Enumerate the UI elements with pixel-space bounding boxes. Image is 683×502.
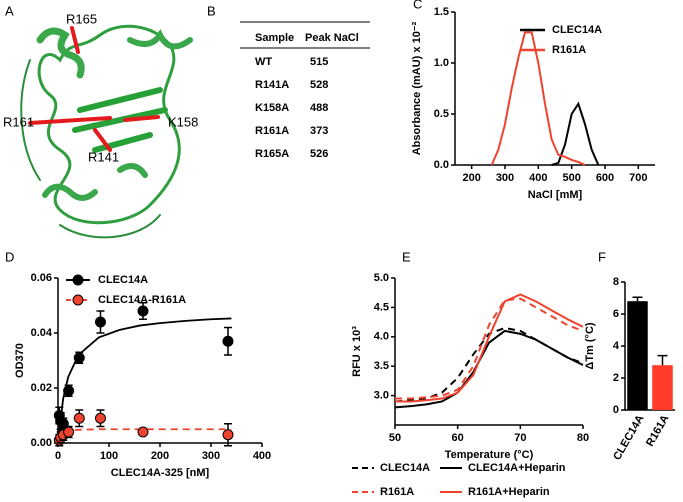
point <box>73 352 85 364</box>
point <box>222 429 234 441</box>
y-tick-label: 1.5 <box>434 6 449 18</box>
x-tick-label: 50 <box>389 432 401 444</box>
residue-label: R161 <box>3 114 34 129</box>
x-tick-label: 100 <box>100 450 118 462</box>
y-tick-label: 0.00 <box>31 437 52 449</box>
table-cell: WT <box>255 56 272 68</box>
panel-label: F <box>598 249 606 264</box>
residue-label: R165 <box>66 11 97 26</box>
bar <box>627 301 648 410</box>
x-tick-label: 400 <box>253 450 271 462</box>
y-tick-label: 2 <box>613 372 619 384</box>
x-tick-label: 0 <box>55 450 61 462</box>
residue-label: R141 <box>88 149 119 164</box>
y-tick-label: 1.0 <box>434 57 449 69</box>
x-tick-label: 400 <box>529 172 547 184</box>
legend-label: CLEC14A <box>98 274 148 286</box>
legend-label: CLEC14A-R161A <box>98 294 186 306</box>
y-tick-label: 0.0 <box>434 159 449 171</box>
line <box>551 101 600 166</box>
x-tick-label: 300 <box>496 172 514 184</box>
y-tick-label: 0.04 <box>31 327 53 339</box>
table-cell: K158A <box>255 102 289 114</box>
y-tick-label: 4.0 <box>374 331 389 343</box>
point <box>63 385 75 397</box>
table-cell: 515 <box>310 56 328 68</box>
x-axis-label: NaCl [mM] <box>528 189 583 201</box>
point <box>94 412 106 424</box>
x-tick-label: 500 <box>562 172 580 184</box>
y-axis-label: Absorbance (mAU) x 10⁻² <box>411 21 423 155</box>
line <box>57 317 232 444</box>
y-tick-label: 0.5 <box>434 108 449 120</box>
line <box>395 297 584 400</box>
error-bar <box>632 296 643 302</box>
x-tick-label: 70 <box>514 432 526 444</box>
bar <box>652 365 673 410</box>
table-cell: R141A <box>255 79 289 91</box>
x-axis-label: CLEC14A-325 [nM] <box>111 467 210 479</box>
x-tick-label: R161A <box>644 413 672 449</box>
line <box>395 293 584 403</box>
panel-label: D <box>5 249 14 264</box>
y-tick-label: 0 <box>613 404 619 416</box>
x-tick-label: 600 <box>596 172 614 184</box>
point <box>137 305 149 317</box>
x-tick-label: CLEC14A <box>611 413 646 462</box>
legend-label: R161A <box>552 44 586 56</box>
y-tick-label: 6 <box>613 308 619 320</box>
line <box>394 329 584 409</box>
table-cell: 528 <box>310 79 328 91</box>
legend-label: R161A <box>380 486 414 498</box>
legend-label: CLEC14A <box>380 462 430 474</box>
point <box>63 426 75 438</box>
panel-label: C <box>413 0 422 11</box>
legend-label: CLEC14A+Heparin <box>468 462 566 474</box>
point <box>137 426 149 438</box>
y-tick-label: 0.06 <box>31 272 52 284</box>
x-tick-label: 300 <box>202 450 220 462</box>
legend-label: R161A+Heparin <box>468 486 550 498</box>
residue-label: K158 <box>168 114 198 129</box>
y-tick-label: 8 <box>613 276 619 288</box>
y-tick-label: 4.5 <box>374 301 389 313</box>
point <box>222 335 234 347</box>
legend-marker <box>72 294 84 306</box>
table-cell: 373 <box>310 125 328 137</box>
error-bar <box>657 354 668 366</box>
x-tick-label: 200 <box>462 172 480 184</box>
x-tick-label: 60 <box>452 432 464 444</box>
legend-marker <box>72 274 84 286</box>
panel-label: B <box>207 3 216 18</box>
line <box>490 31 586 166</box>
y-tick-label: 3.0 <box>374 390 389 402</box>
y-tick-label: 4 <box>613 340 620 352</box>
x-tick-label: 700 <box>629 172 647 184</box>
y-axis-label: OD370 <box>14 343 26 378</box>
table-cell: 526 <box>310 148 328 160</box>
y-tick-label: 0.02 <box>31 382 52 394</box>
point <box>94 316 106 328</box>
point <box>73 412 85 424</box>
table-cell: R161A <box>255 125 289 137</box>
table-header: Sample <box>255 32 294 44</box>
table-cell: R165A <box>255 148 289 160</box>
x-tick-label: 80 <box>577 432 589 444</box>
legend-label: CLEC14A <box>552 24 602 36</box>
y-tick-label: 5.0 <box>374 272 389 284</box>
y-axis-label: ΔTm (°C) <box>584 322 596 369</box>
table-cell: 488 <box>310 102 328 114</box>
x-tick-label: 200 <box>151 450 169 462</box>
panel-label: E <box>402 249 411 264</box>
y-tick-label: 3.5 <box>374 360 389 372</box>
panel-label: A <box>5 3 14 18</box>
x-axis-label: Temperature (°C) <box>445 449 534 461</box>
protein-structure <box>20 24 193 239</box>
y-axis-label: RFU x 10³ <box>351 326 363 377</box>
table-header: Peak NaCl <box>305 32 359 44</box>
